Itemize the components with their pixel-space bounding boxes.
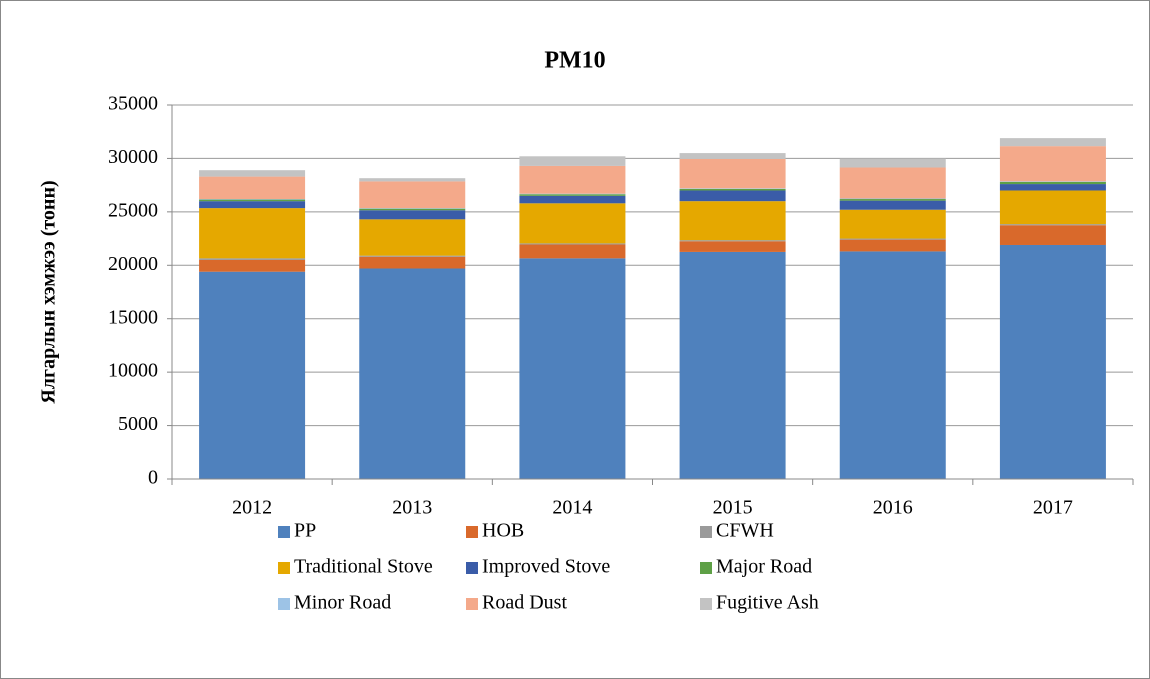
bar-segment (359, 208, 466, 209)
y-tick-label: 5000 (118, 413, 158, 435)
legend-label: Major Road (716, 556, 812, 578)
bar-segment (679, 251, 786, 479)
bar-segment (839, 209, 946, 239)
legend-swatch (466, 598, 478, 610)
bar-segment (839, 238, 946, 240)
legend-swatch (700, 598, 712, 610)
bar-segment (359, 181, 466, 209)
bar-segment (519, 203, 626, 244)
legend-label: Road Dust (482, 592, 567, 614)
bar-segment (359, 208, 466, 211)
bar-segment (679, 158, 786, 189)
x-tick-label: 2012 (232, 497, 272, 519)
x-tick-label: 2017 (1033, 497, 1073, 519)
bar-segment (679, 190, 786, 202)
bar-segment (359, 210, 466, 220)
bar-segment (999, 224, 1106, 226)
legend-swatch (700, 562, 712, 574)
bar-segment (199, 258, 306, 260)
bar-segment (359, 268, 466, 479)
bar-segment (519, 258, 626, 479)
legend-swatch (700, 526, 712, 538)
bar-segment (199, 170, 306, 177)
bar-segment (359, 256, 466, 269)
bar-segment (839, 198, 946, 200)
bar-segment (839, 167, 946, 199)
bar-segment (679, 201, 786, 241)
bar-segment (359, 178, 466, 182)
bar-segment (359, 255, 466, 257)
bar-segment (519, 195, 626, 204)
x-tick-label: 2014 (552, 497, 592, 519)
bar-segment (999, 244, 1106, 479)
bar-segment (199, 199, 306, 202)
legend-label: Traditional Stove (294, 556, 433, 578)
bar-segment (199, 201, 306, 209)
bar-segment (999, 181, 1106, 185)
bar-segment (519, 193, 626, 195)
bar-segment (199, 176, 306, 200)
bar-segment (679, 241, 786, 252)
bar-segment (999, 225, 1106, 245)
bar-segment (839, 158, 946, 168)
bar-segment (519, 194, 626, 196)
legend-swatch (278, 526, 290, 538)
bar-segment (519, 243, 626, 245)
bar-segment (999, 184, 1106, 191)
legend-label: PP (294, 520, 316, 542)
x-tick-label: 2016 (873, 497, 913, 519)
bar-segment (999, 181, 1106, 182)
bar-segment (679, 153, 786, 159)
bar-segment (199, 199, 306, 200)
y-axis-label: Ялгарлын хэмжээ (тонн) (38, 180, 60, 403)
bar-segment (199, 271, 306, 479)
bar-segment (999, 138, 1106, 147)
legend-swatch (278, 598, 290, 610)
y-tick-label: 25000 (108, 199, 158, 221)
legend-swatch (466, 562, 478, 574)
chart-title: PM10 (544, 48, 605, 74)
bar-segment (999, 146, 1106, 182)
y-tick-label: 30000 (108, 146, 158, 168)
bar-segment (519, 244, 626, 259)
bar-segment (839, 251, 946, 479)
legend-swatch (466, 526, 478, 538)
bar-segment (999, 190, 1106, 225)
bar-segment (199, 259, 306, 272)
bar-segment (839, 200, 946, 210)
legend-label: Improved Stove (482, 556, 610, 578)
bar-segment (519, 156, 626, 166)
legend-swatch (278, 562, 290, 574)
legend-label: Minor Road (294, 592, 391, 614)
legend-label: HOB (482, 520, 524, 542)
x-tick-label: 2015 (713, 497, 753, 519)
legend-label: Fugitive Ash (716, 592, 819, 614)
y-tick-label: 20000 (108, 253, 158, 275)
bar-segment (679, 188, 786, 191)
bar-segment (199, 208, 306, 259)
y-tick-label: 0 (148, 467, 158, 489)
legend-label: CFWH (716, 520, 774, 542)
bar-segment (679, 240, 786, 242)
y-tick-label: 10000 (108, 360, 158, 382)
bar-segment (679, 188, 786, 189)
bar-segment (359, 219, 466, 256)
bar-segment (839, 199, 946, 201)
y-tick-label: 15000 (108, 306, 158, 328)
bar-segment (519, 165, 626, 194)
x-tick-label: 2013 (392, 497, 432, 519)
y-tick-label: 35000 (108, 93, 158, 115)
bar-segment (839, 239, 946, 252)
